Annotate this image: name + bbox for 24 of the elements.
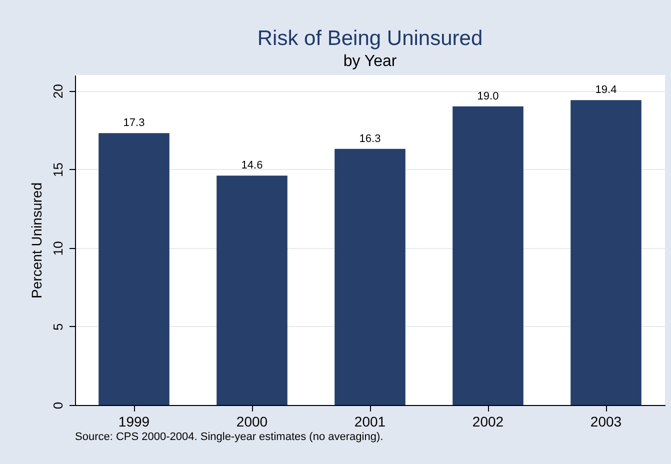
bar [452, 106, 524, 405]
x-tick-label: 2003 [590, 414, 622, 430]
y-axis-title: Percent Uninsured [28, 182, 44, 298]
source-note: Source: CPS 2000-2004. Single-year estimates (no averaging). [75, 431, 384, 443]
bar [216, 176, 288, 405]
data-label: 19.4 [595, 84, 617, 96]
x-tick-label: 1999 [118, 414, 150, 430]
x-tick-label: 2002 [472, 414, 504, 430]
bar [98, 133, 170, 405]
data-label: 16.3 [359, 132, 381, 145]
chart-title: Risk of Being Uninsured [257, 27, 483, 50]
y-tick-label: 0 [50, 402, 66, 410]
data-label: 17.3 [123, 117, 145, 130]
data-label: 14.6 [241, 160, 263, 172]
data-label: 19.0 [477, 90, 499, 102]
x-tick-label: 2000 [236, 414, 268, 430]
y-tick-label: 10 [50, 241, 66, 256]
y-tick-label: 15 [50, 162, 66, 178]
bar [570, 100, 642, 405]
bar [334, 148, 406, 405]
y-tick-label: 5 [50, 323, 66, 331]
x-tick-label: 2001 [354, 414, 386, 430]
chart-subtitle: by Year [343, 53, 398, 70]
y-tick-label: 20 [50, 84, 66, 98]
